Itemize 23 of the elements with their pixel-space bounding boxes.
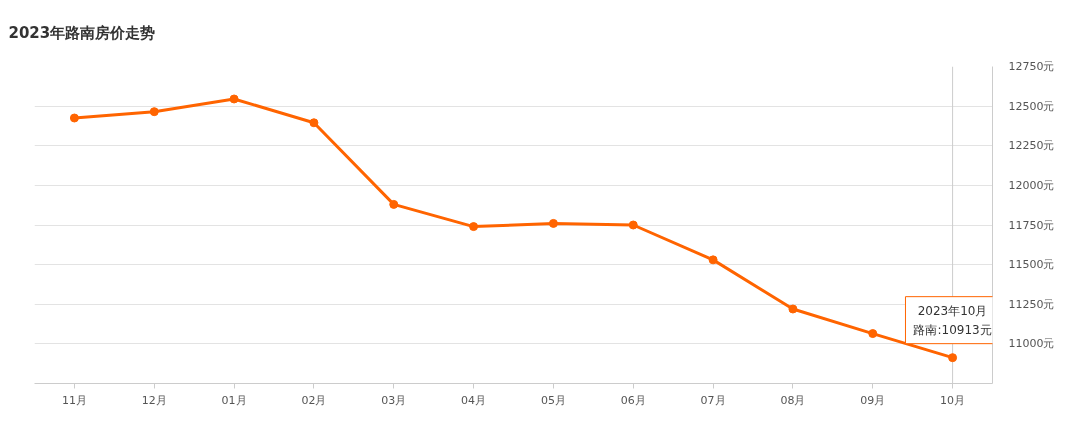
chart-title: 2023年路南房价走势	[8, 23, 156, 42]
y-tick-label: 12750元	[1008, 60, 1055, 73]
y-tick-label: 11750元	[1008, 218, 1055, 232]
y-tick-label: 11000元	[1008, 337, 1055, 351]
x-tick-label: 11月	[61, 393, 87, 407]
y-tick-label: 12500元	[1008, 99, 1055, 113]
x-tick-label: 01月	[221, 393, 247, 407]
y-tick-label: 11500元	[1008, 258, 1055, 272]
x-tick-label: 05月	[540, 393, 566, 407]
x-tick-label: 07月	[700, 393, 726, 407]
y-tick-label: 12000元	[1008, 178, 1055, 192]
x-tick-label: 04月	[461, 393, 487, 407]
annotation: 路南:10913元	[913, 322, 992, 337]
x-tick-label: 06月	[620, 393, 646, 407]
x-tick-label: 09月	[860, 393, 886, 407]
y-tick-label: 12250元	[1008, 139, 1055, 153]
y-tick-label: 11250元	[1008, 297, 1055, 311]
x-tick-label: 10月	[940, 393, 966, 407]
annotation: 2023年10月	[917, 303, 988, 318]
x-tick-label: 08月	[780, 393, 806, 407]
x-tick-label: 12月	[141, 393, 167, 407]
x-tick-label: 03月	[381, 393, 407, 407]
x-tick-label: 02月	[301, 393, 327, 407]
